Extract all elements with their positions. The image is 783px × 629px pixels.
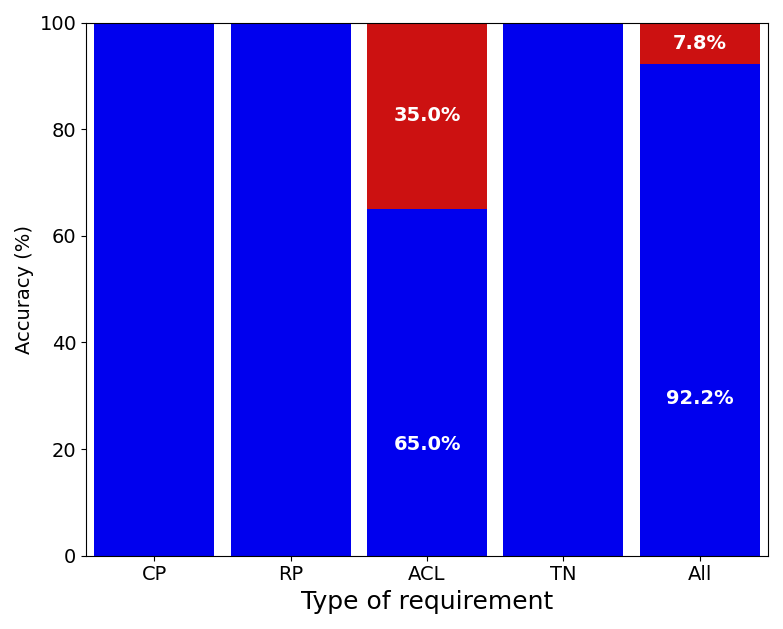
Bar [503, 23, 623, 556]
Bar [94, 23, 215, 556]
X-axis label: Type of requirement: Type of requirement [301, 590, 554, 614]
Bar [231, 23, 351, 556]
Bar [367, 209, 487, 556]
Bar [640, 23, 760, 64]
Bar [367, 23, 487, 209]
Text: 92.2%: 92.2% [666, 389, 734, 408]
Text: 7.8%: 7.8% [673, 34, 727, 53]
Text: 65.0%: 65.0% [393, 435, 461, 454]
Bar [640, 64, 760, 556]
Y-axis label: Accuracy (%): Accuracy (%) [15, 225, 34, 353]
Text: 35.0%: 35.0% [393, 106, 460, 125]
